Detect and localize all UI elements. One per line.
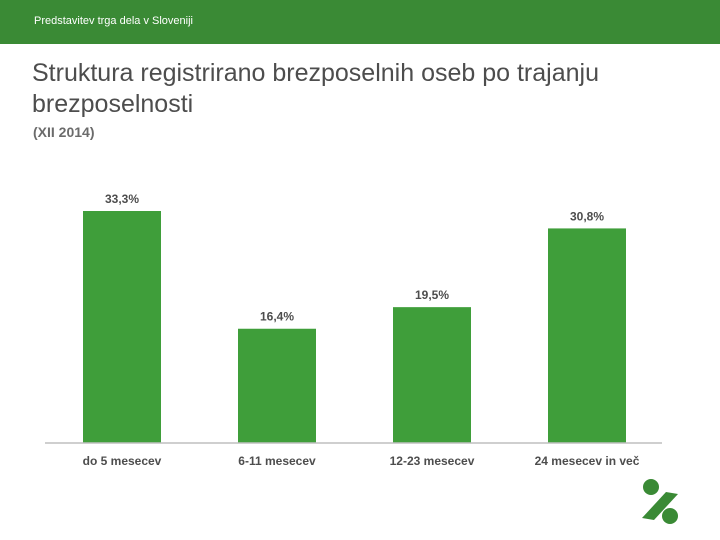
slide-subtitle: (XII 2014) (33, 124, 95, 140)
bar (393, 307, 471, 443)
slide-title: Struktura registrirano brezposelnih oseb… (32, 59, 599, 118)
category-label: do 5 mesecev (83, 454, 162, 468)
header-bar: Predstavitev trga dela v Sloveniji (0, 0, 720, 44)
category-label: 12-23 mesecev (390, 454, 475, 468)
data-label: 16,4% (260, 310, 294, 324)
header-text: Predstavitev trga dela v Sloveniji (34, 15, 193, 27)
bar (548, 228, 626, 443)
category-label: 24 mesecev in več (535, 454, 640, 468)
data-label: 30,8% (570, 209, 604, 223)
bar (83, 211, 161, 443)
bar (238, 328, 316, 443)
category-label: 6-11 mesecev (238, 454, 316, 468)
data-label: 19,5% (415, 288, 449, 302)
data-label: 33,3% (105, 192, 139, 206)
company-logo-icon (642, 479, 678, 524)
